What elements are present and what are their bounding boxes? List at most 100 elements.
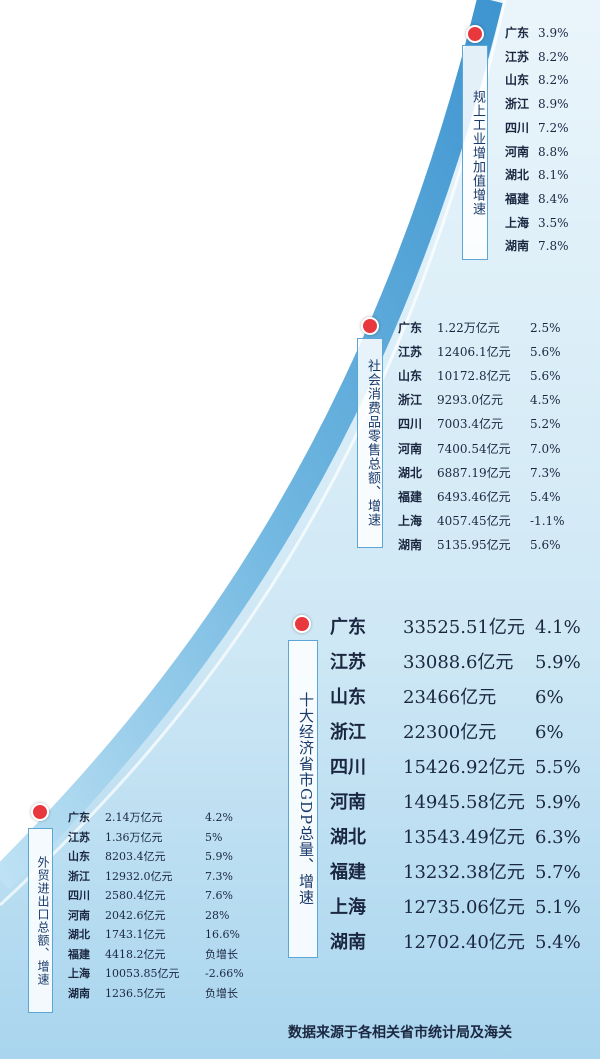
growth-rate: 5.1%: [535, 897, 581, 918]
province: 广东: [398, 321, 423, 335]
total-value: 12735.06亿元: [403, 897, 525, 918]
province: 江苏: [330, 652, 366, 673]
growth-rate: 5.9%: [535, 792, 581, 813]
province: 福建: [505, 191, 530, 206]
total-value: 5135.95亿元: [437, 537, 511, 552]
growth-rate: 5.6%: [530, 369, 561, 384]
growth-rate: 7.8%: [538, 239, 569, 254]
marker-dot: [293, 615, 311, 633]
province: 上海: [330, 897, 366, 918]
province: 河南: [68, 908, 90, 922]
province: 河南: [330, 792, 366, 813]
growth-rate: 7.2%: [538, 120, 569, 135]
total-value: 2580.4亿元: [105, 889, 166, 902]
province: 湖北: [330, 827, 366, 848]
growth-rate: 7.3%: [530, 465, 561, 480]
province: 四川: [68, 889, 90, 902]
growth-rate: 6.3%: [535, 827, 581, 848]
total-value: 33525.51亿元: [403, 617, 525, 638]
province: 湖南: [398, 537, 423, 552]
growth-rate: 6%: [535, 687, 564, 708]
footer: 数据来源于各相关省市统计局及海关: [288, 1025, 512, 1041]
total-value: 7400.54亿元: [437, 441, 511, 456]
province: 福建: [68, 947, 90, 961]
growth-rate: 3.5%: [538, 215, 569, 230]
province: 湖北: [68, 928, 90, 941]
total-value: 15426.92亿元: [403, 757, 525, 778]
province: 广东: [68, 811, 90, 824]
province: 浙江: [505, 97, 530, 112]
growth-rate: 5.6%: [530, 345, 561, 360]
province: 河南: [505, 144, 530, 159]
growth-rate: 8.1%: [538, 168, 569, 183]
province: 江苏: [505, 49, 530, 64]
growth-rate: 5%: [205, 830, 223, 844]
province: 广东: [330, 617, 366, 638]
total-value: 4057.45亿元: [437, 513, 511, 528]
growth-rate: 5.9%: [535, 652, 581, 673]
marker-dot: [31, 803, 49, 821]
total-value: 12702.40亿元: [403, 932, 525, 953]
growth-rate: 8.2%: [538, 73, 569, 88]
province: 浙江: [68, 869, 90, 883]
total-value: 13232.38亿元: [403, 862, 525, 883]
total-value: 2042.6亿元: [105, 908, 166, 922]
growth-rate: 2.5%: [530, 321, 561, 335]
province: 江苏: [398, 345, 423, 360]
growth-rate: 5.4%: [530, 489, 561, 504]
growth-rate: -2.66%: [205, 967, 244, 980]
section-label: 外贸进出口总额、增速: [28, 828, 53, 1013]
total-value: 12406.1亿元: [437, 345, 511, 360]
growth-rate: 5.2%: [530, 417, 561, 432]
total-value: 9293.0亿元: [437, 393, 503, 408]
province: 河南: [398, 441, 423, 456]
province: 湖南: [505, 239, 530, 254]
total-value: 10053.85亿元: [105, 967, 180, 980]
growth-rate: 5.4%: [535, 932, 581, 953]
growth-rate: 28%: [205, 908, 230, 922]
province: 上海: [68, 967, 90, 980]
total-value: 4418.2亿元: [105, 947, 166, 961]
total-value: 1236.5亿元: [105, 986, 166, 1000]
growth-rate: 8.8%: [538, 144, 569, 159]
marker-dot: [361, 317, 379, 335]
total-value: 6887.19亿元: [437, 465, 511, 480]
growth-rate: 负增长: [205, 947, 238, 961]
total-value: 2.14万亿元: [105, 811, 163, 824]
growth-rate: 7.3%: [205, 869, 233, 883]
growth-rate: 负增长: [205, 986, 238, 1000]
province: 福建: [398, 489, 423, 504]
growth-rate: 7.0%: [530, 441, 561, 456]
section-label: 规上工业增加值增速: [462, 45, 488, 260]
growth-rate: 16.6%: [205, 928, 240, 941]
province: 浙江: [330, 722, 366, 743]
total-value: 6493.46亿元: [437, 489, 511, 504]
growth-rate: 4.5%: [530, 393, 561, 408]
growth-rate: 8.2%: [538, 49, 569, 64]
growth-rate: 8.9%: [538, 97, 569, 112]
total-value: 12932.0亿元: [105, 869, 173, 883]
growth-rate: 5.5%: [535, 757, 581, 778]
growth-rate: 4.1%: [535, 617, 581, 638]
total-value: 33088.6亿元: [403, 652, 514, 673]
province: 山东: [68, 850, 90, 863]
section-label: 社会消费品零售总额、增速: [357, 338, 383, 548]
total-value: 1743.1亿元: [105, 928, 166, 941]
total-value: 10172.8亿元: [437, 369, 511, 384]
total-value: 23466亿元: [403, 687, 497, 708]
growth-rate: 3.9%: [538, 26, 569, 40]
growth-rate: 8.4%: [538, 191, 569, 206]
growth-rate: 5.6%: [530, 537, 561, 552]
total-value: 1.22万亿元: [437, 321, 500, 335]
province: 福建: [330, 862, 366, 883]
marker-dot: [466, 25, 484, 43]
total-value: 8203.4亿元: [105, 850, 166, 863]
province: 广东: [505, 26, 530, 40]
province: 山东: [505, 73, 530, 88]
province: 四川: [330, 757, 366, 778]
total-value: 22300亿元: [403, 722, 497, 743]
growth-rate: 6%: [535, 722, 564, 743]
total-value: 14945.58亿元: [403, 792, 525, 813]
